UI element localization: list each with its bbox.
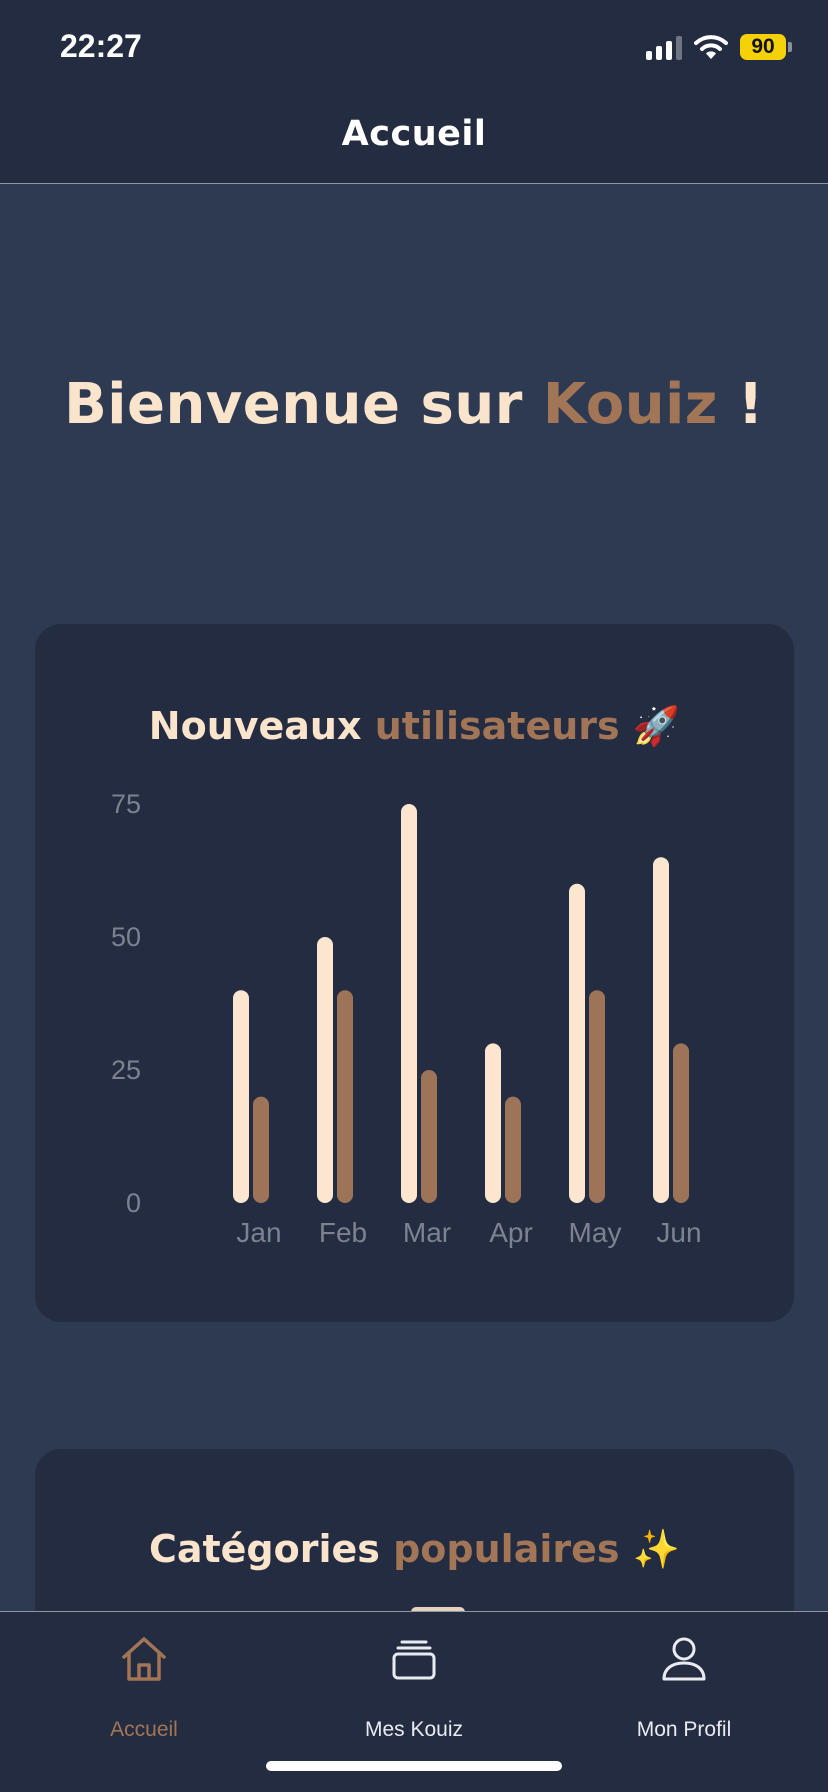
bar-feb-series-1 [317,937,333,1203]
home-icon [122,1637,166,1681]
page-title: Accueil [341,114,487,154]
battery-level: 90 [740,34,786,60]
top-bar: 22:27 90 Accueil [0,0,828,184]
tab-label-accueil: Accueil [110,1718,178,1741]
categories-title-part2: populaires [393,1527,620,1571]
chart-title-part2: utilisateurs [374,704,620,748]
chart-title-part1: Nouveaux [148,704,375,748]
welcome-suffix: ! [717,372,764,437]
sparkles-icon: ✨ [632,1527,681,1571]
y-tick-label: 75 [111,789,141,819]
wifi-icon [694,35,728,59]
y-tick-label: 0 [126,1188,141,1218]
x-tick-label: Mar [403,1217,451,1248]
bar-may-series-1 [569,883,585,1203]
status-icons: 90 [646,34,792,60]
bar-feb-series-2 [337,990,353,1203]
x-tick-label: Jan [236,1217,281,1248]
signal-icon [646,34,682,60]
tab-accueil[interactable]: Accueil [6,1612,282,1762]
x-tick-label: Jun [656,1217,701,1248]
y-tick-label: 50 [111,922,141,952]
status-time: 22:27 [60,28,142,64]
categories-card-title: Catégories populaires ✨ [35,1527,794,1572]
home-indicator [266,1761,562,1771]
brand-name: Kouiz [542,372,718,437]
rocket-icon: 🚀 [632,704,681,748]
bar-jun-series-1 [653,857,669,1203]
new-users-bar-chart: 0 25 50 75 Jan Feb Mar Apr May Jun [111,789,702,1248]
x-tick-label: Apr [489,1217,533,1248]
bar-may-series-2 [589,990,605,1203]
tab-label-mes-kouiz: Mes Kouiz [364,1718,464,1741]
bar-mar-series-2 [421,1070,437,1203]
bar-apr-series-2 [505,1096,521,1203]
tab-mon-profil[interactable]: Mon Profil [546,1612,822,1762]
tab-mes-kouiz[interactable]: Mes Kouiz [276,1612,552,1762]
bar-mar-series-1 [401,804,417,1203]
stack-icon [392,1640,436,1680]
welcome-heading: Bienvenue sur Kouiz ! [0,372,828,437]
bar-jan-series-2 [253,1096,269,1203]
battery-icon: 90 [740,34,792,60]
x-tick-label: May [569,1217,622,1248]
bar-apr-series-1 [485,1043,501,1203]
new-users-chart-card: Nouveaux utilisateurs 🚀 0 25 50 75 Jan Feb Mar… [35,624,794,1322]
chart-card-title: Nouveaux utilisateurs 🚀 [35,704,794,749]
bar-jan-series-1 [233,990,249,1203]
welcome-prefix: Bienvenue sur [64,372,543,437]
y-tick-label: 25 [111,1055,141,1085]
categories-title-part1: Catégories [148,1527,394,1571]
user-icon [662,1637,706,1681]
bar-jun-series-2 [673,1043,689,1203]
tab-label-mon-profil: Mon Profil [636,1718,732,1741]
x-tick-label: Feb [319,1217,367,1248]
